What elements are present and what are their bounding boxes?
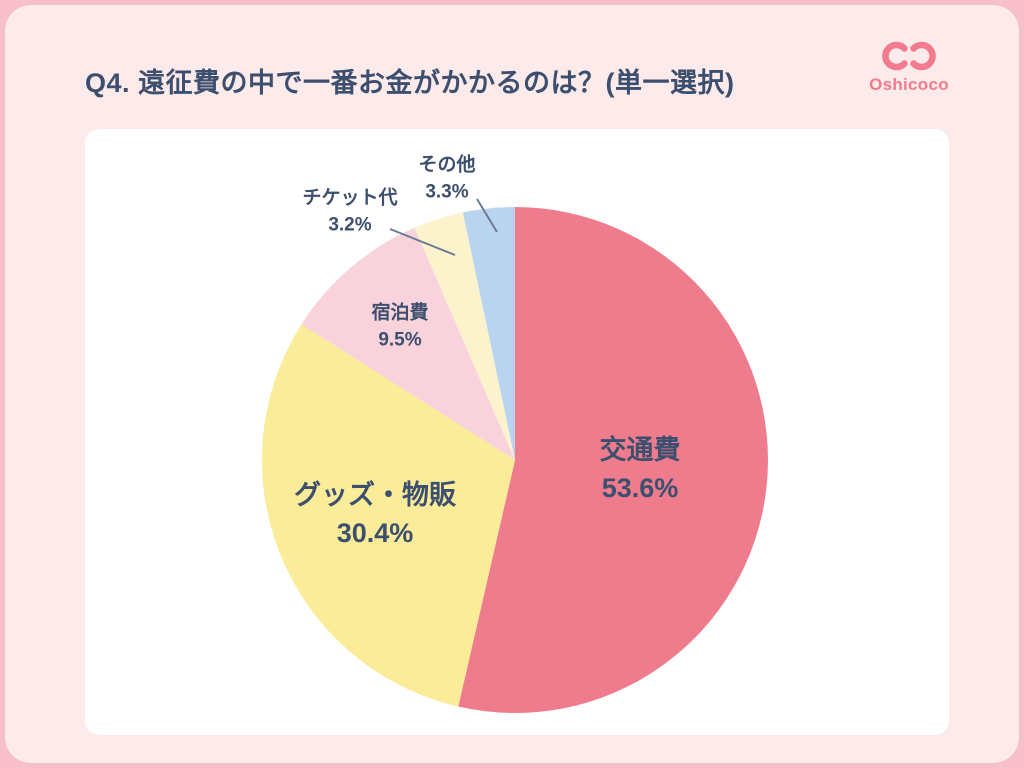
slice-label-ticket-pct: 3.2%: [328, 214, 372, 235]
pie-slice-2: [262, 324, 515, 707]
slice-label-other: その他 3.3%: [418, 152, 475, 205]
logo: Oshicoco: [861, 37, 957, 95]
logo-text: Oshicoco: [869, 75, 949, 94]
pie-slice-5: [462, 207, 515, 460]
slice-label-goods: グッズ・物販 30.4%: [294, 477, 456, 553]
pie-chart: [262, 207, 768, 713]
pie-slice-4: [414, 212, 515, 460]
slide-background: Q4. 遠征費の中で一番お金がかかるのは？(単一選択) Oshicoco 交通費…: [5, 5, 1019, 763]
slice-label-goods-pct: 30.4%: [336, 518, 414, 548]
pie-svg: [262, 207, 768, 713]
oshicoco-logo-icon: [882, 41, 936, 71]
slice-label-lodging: 宿泊費 9.5%: [371, 300, 428, 353]
slice-label-ticket-name: チケット代: [302, 187, 398, 209]
slice-label-other-name: その他: [418, 154, 476, 176]
slice-label-ticket: チケット代 3.2%: [302, 185, 397, 238]
chart-card: 交通費 53.6% グッズ・物販 30.4% 宿泊費 9.5% チケット代 3.…: [85, 129, 949, 735]
page-title: Q4. 遠征費の中で一番お金がかかるのは？(単一選択): [85, 68, 735, 98]
slice-label-transport-pct: 53.6%: [601, 473, 679, 503]
pie-slice-1: [458, 207, 768, 713]
slice-label-lodging-pct: 9.5%: [378, 329, 422, 350]
pie-slice-3: [301, 227, 515, 460]
slice-label-goods-name: グッズ・物販: [294, 480, 456, 511]
slice-label-lodging-name: 宿泊費: [371, 302, 429, 324]
slice-label-transport-name: 交通費: [599, 435, 681, 466]
slice-label-transport: 交通費 53.6%: [600, 432, 681, 508]
slice-label-other-pct: 3.3%: [425, 181, 469, 202]
